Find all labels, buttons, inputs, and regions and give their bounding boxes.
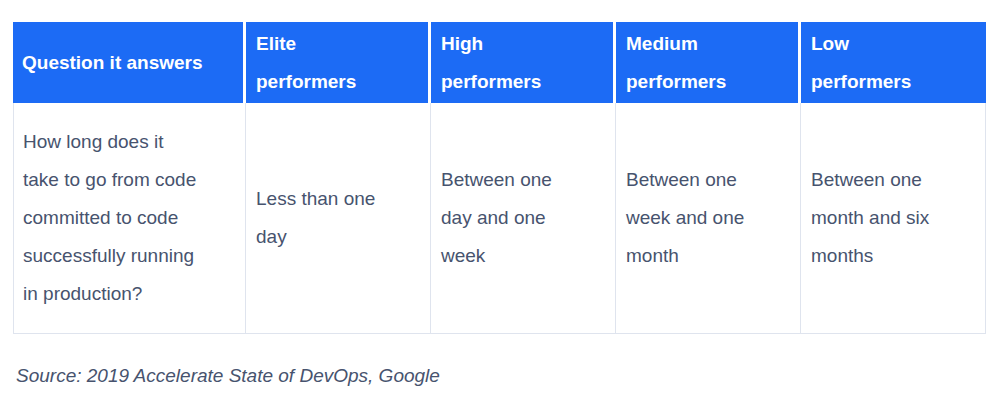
cell-low-performers: Between one month and six months	[801, 103, 986, 334]
cell-medium-performers: Between one week and one month	[616, 103, 801, 334]
cell-question: How long does it take to go from code co…	[13, 103, 246, 334]
column-header-low-performers: Low performers	[801, 22, 986, 103]
devops-performance-table: Question it answers Elite performers Hig…	[13, 22, 986, 334]
cell-high-performers: Between one day and one week	[431, 103, 616, 334]
column-header-medium-performers: Medium performers	[616, 22, 801, 103]
header-row: Question it answers Elite performers Hig…	[13, 22, 986, 103]
column-header-high-performers: High performers	[431, 22, 616, 103]
table-row: How long does it take to go from code co…	[13, 103, 986, 334]
page: Question it answers Elite performers Hig…	[0, 0, 1000, 413]
column-header-question: Question it answers	[13, 22, 246, 103]
column-header-elite-performers: Elite performers	[246, 22, 431, 103]
source-citation: Source: 2019 Accelerate State of DevOps,…	[16, 365, 986, 387]
cell-elite-performers: Less than one day	[246, 103, 431, 334]
